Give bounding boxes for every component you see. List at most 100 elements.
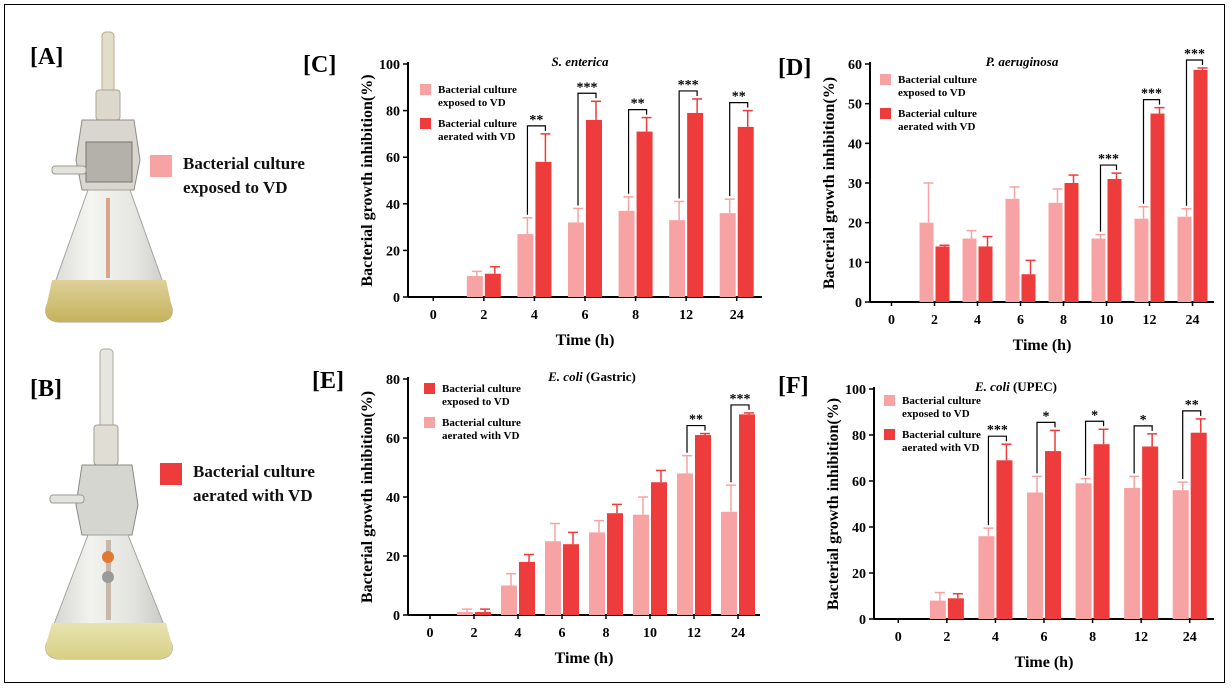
legend-swatch-light [420,84,431,95]
y-tick-label: 80 [386,373,400,388]
bar-dark [1064,183,1079,302]
significance-bracket [1084,420,1105,476]
significance-bracket [730,404,750,483]
significance-label: * [1043,409,1050,424]
x-tick-label: 0 [427,626,434,641]
bar-dark [687,112,704,298]
y-tick-label: 0 [393,291,400,306]
significance-label: *** [678,78,699,93]
significance-label: * [1091,408,1098,423]
bar-dark [586,119,602,297]
significance-label: *** [730,392,751,407]
bar-light [1172,490,1189,619]
x-axis-label: Time (h) [1015,654,1074,671]
y-tick-label: 0 [393,609,400,624]
y-tick-label: 50 [848,98,862,113]
bar-light [633,514,649,615]
significance-bracket [1133,425,1153,474]
bar-light [545,541,561,615]
bar-light [719,213,736,297]
bar-dark [695,435,711,615]
y-tick-label: 20 [386,550,400,565]
legend-label: Bacterial culture exposed to VD [442,383,521,408]
panel-label-e: [E] [312,368,344,394]
x-tick-label: 24 [1186,313,1200,328]
bar-light [962,238,977,302]
x-tick-label: 12 [1143,313,1157,328]
bar-dark [535,161,552,297]
x-tick-label: 24 [731,626,745,641]
x-tick-label: 12 [687,626,701,641]
significance-label: ** [732,90,746,105]
x-tick-label: 10 [1100,313,1114,328]
x-tick-label: 12 [1134,630,1148,645]
photo-a-legend-swatch [150,155,172,177]
bar-dark [947,598,964,619]
x-tick-label: 0 [895,630,902,645]
legend-swatch-light [880,74,891,85]
x-tick-label: 6 [582,308,589,323]
y-tick-label: 40 [848,137,862,152]
legend-label: Bacterial culture exposed to VD [898,74,977,99]
photo-b-legend-text: Bacterial culture aerated with VD [193,462,315,505]
significance-bracket [678,90,698,199]
bar-dark [484,273,501,297]
bar-light [466,276,483,297]
significance-bracket [627,108,648,194]
y-tick-label: 80 [386,105,400,120]
significance-bracket [987,435,1008,526]
bar-dark [519,561,535,615]
bar-light [1005,198,1020,302]
significance-label: *** [1141,87,1162,102]
x-tick-label: 2 [931,313,938,328]
x-tick-label: 24 [730,308,744,323]
x-tick-label: 10 [643,626,657,641]
significance-bracket [1036,421,1056,474]
x-tick-label: 6 [1041,630,1048,645]
y-tick-label: 60 [386,151,400,166]
panel-label-a: [A] [30,44,64,70]
bar-dark [607,513,623,615]
bar-dark [996,460,1013,619]
x-axis-label: Time (h) [1013,337,1072,354]
x-tick-label: 8 [1060,313,1067,328]
y-tick-label: 100 [845,383,866,398]
legend-swatch-dark [424,383,435,394]
photo-a-legend-text: Bacterial culture exposed to VD [183,154,305,197]
legend-label: Bacterial culture aerated with VD [898,108,977,133]
significance-bracket [526,125,547,215]
bar-light [589,532,605,615]
legend-swatch-dark [880,108,891,119]
bar-dark [1107,179,1122,302]
x-tick-label: 4 [992,630,999,645]
x-tick-label: 4 [515,626,522,641]
x-axis-label: Time (h) [555,650,614,667]
y-tick-label: 20 [848,217,862,232]
bar-dark [935,246,950,302]
panel-label-d: [D] [778,55,812,81]
significance-bracket [686,424,706,453]
legend-swatch-dark [884,429,895,440]
bar-dark [1190,432,1207,619]
y-axis-label: Bacterial growth inhibition(%) [821,77,838,289]
significance-label: ** [631,97,645,112]
significance-bracket [1142,99,1161,204]
bar-light [1177,216,1192,302]
y-axis-label: Bacterial growth inhibition(%) [359,74,376,286]
y-tick-label: 30 [848,177,862,192]
bar-dark [636,131,653,297]
x-tick-label: 0 [430,308,437,323]
y-axis-label: Bacterial growth inhibition(%) [359,391,376,603]
bar-dark [1142,446,1159,619]
bar-dark [1093,444,1110,619]
significance-bracket [1182,410,1202,480]
bar-dark [1021,274,1036,302]
x-tick-label: 24 [1183,630,1197,645]
y-tick-label: 20 [386,244,400,259]
bar-light [919,222,934,302]
y-tick-label: 10 [848,256,862,271]
panel-label-f: [F] [778,373,809,399]
x-tick-label: 4 [974,313,981,328]
